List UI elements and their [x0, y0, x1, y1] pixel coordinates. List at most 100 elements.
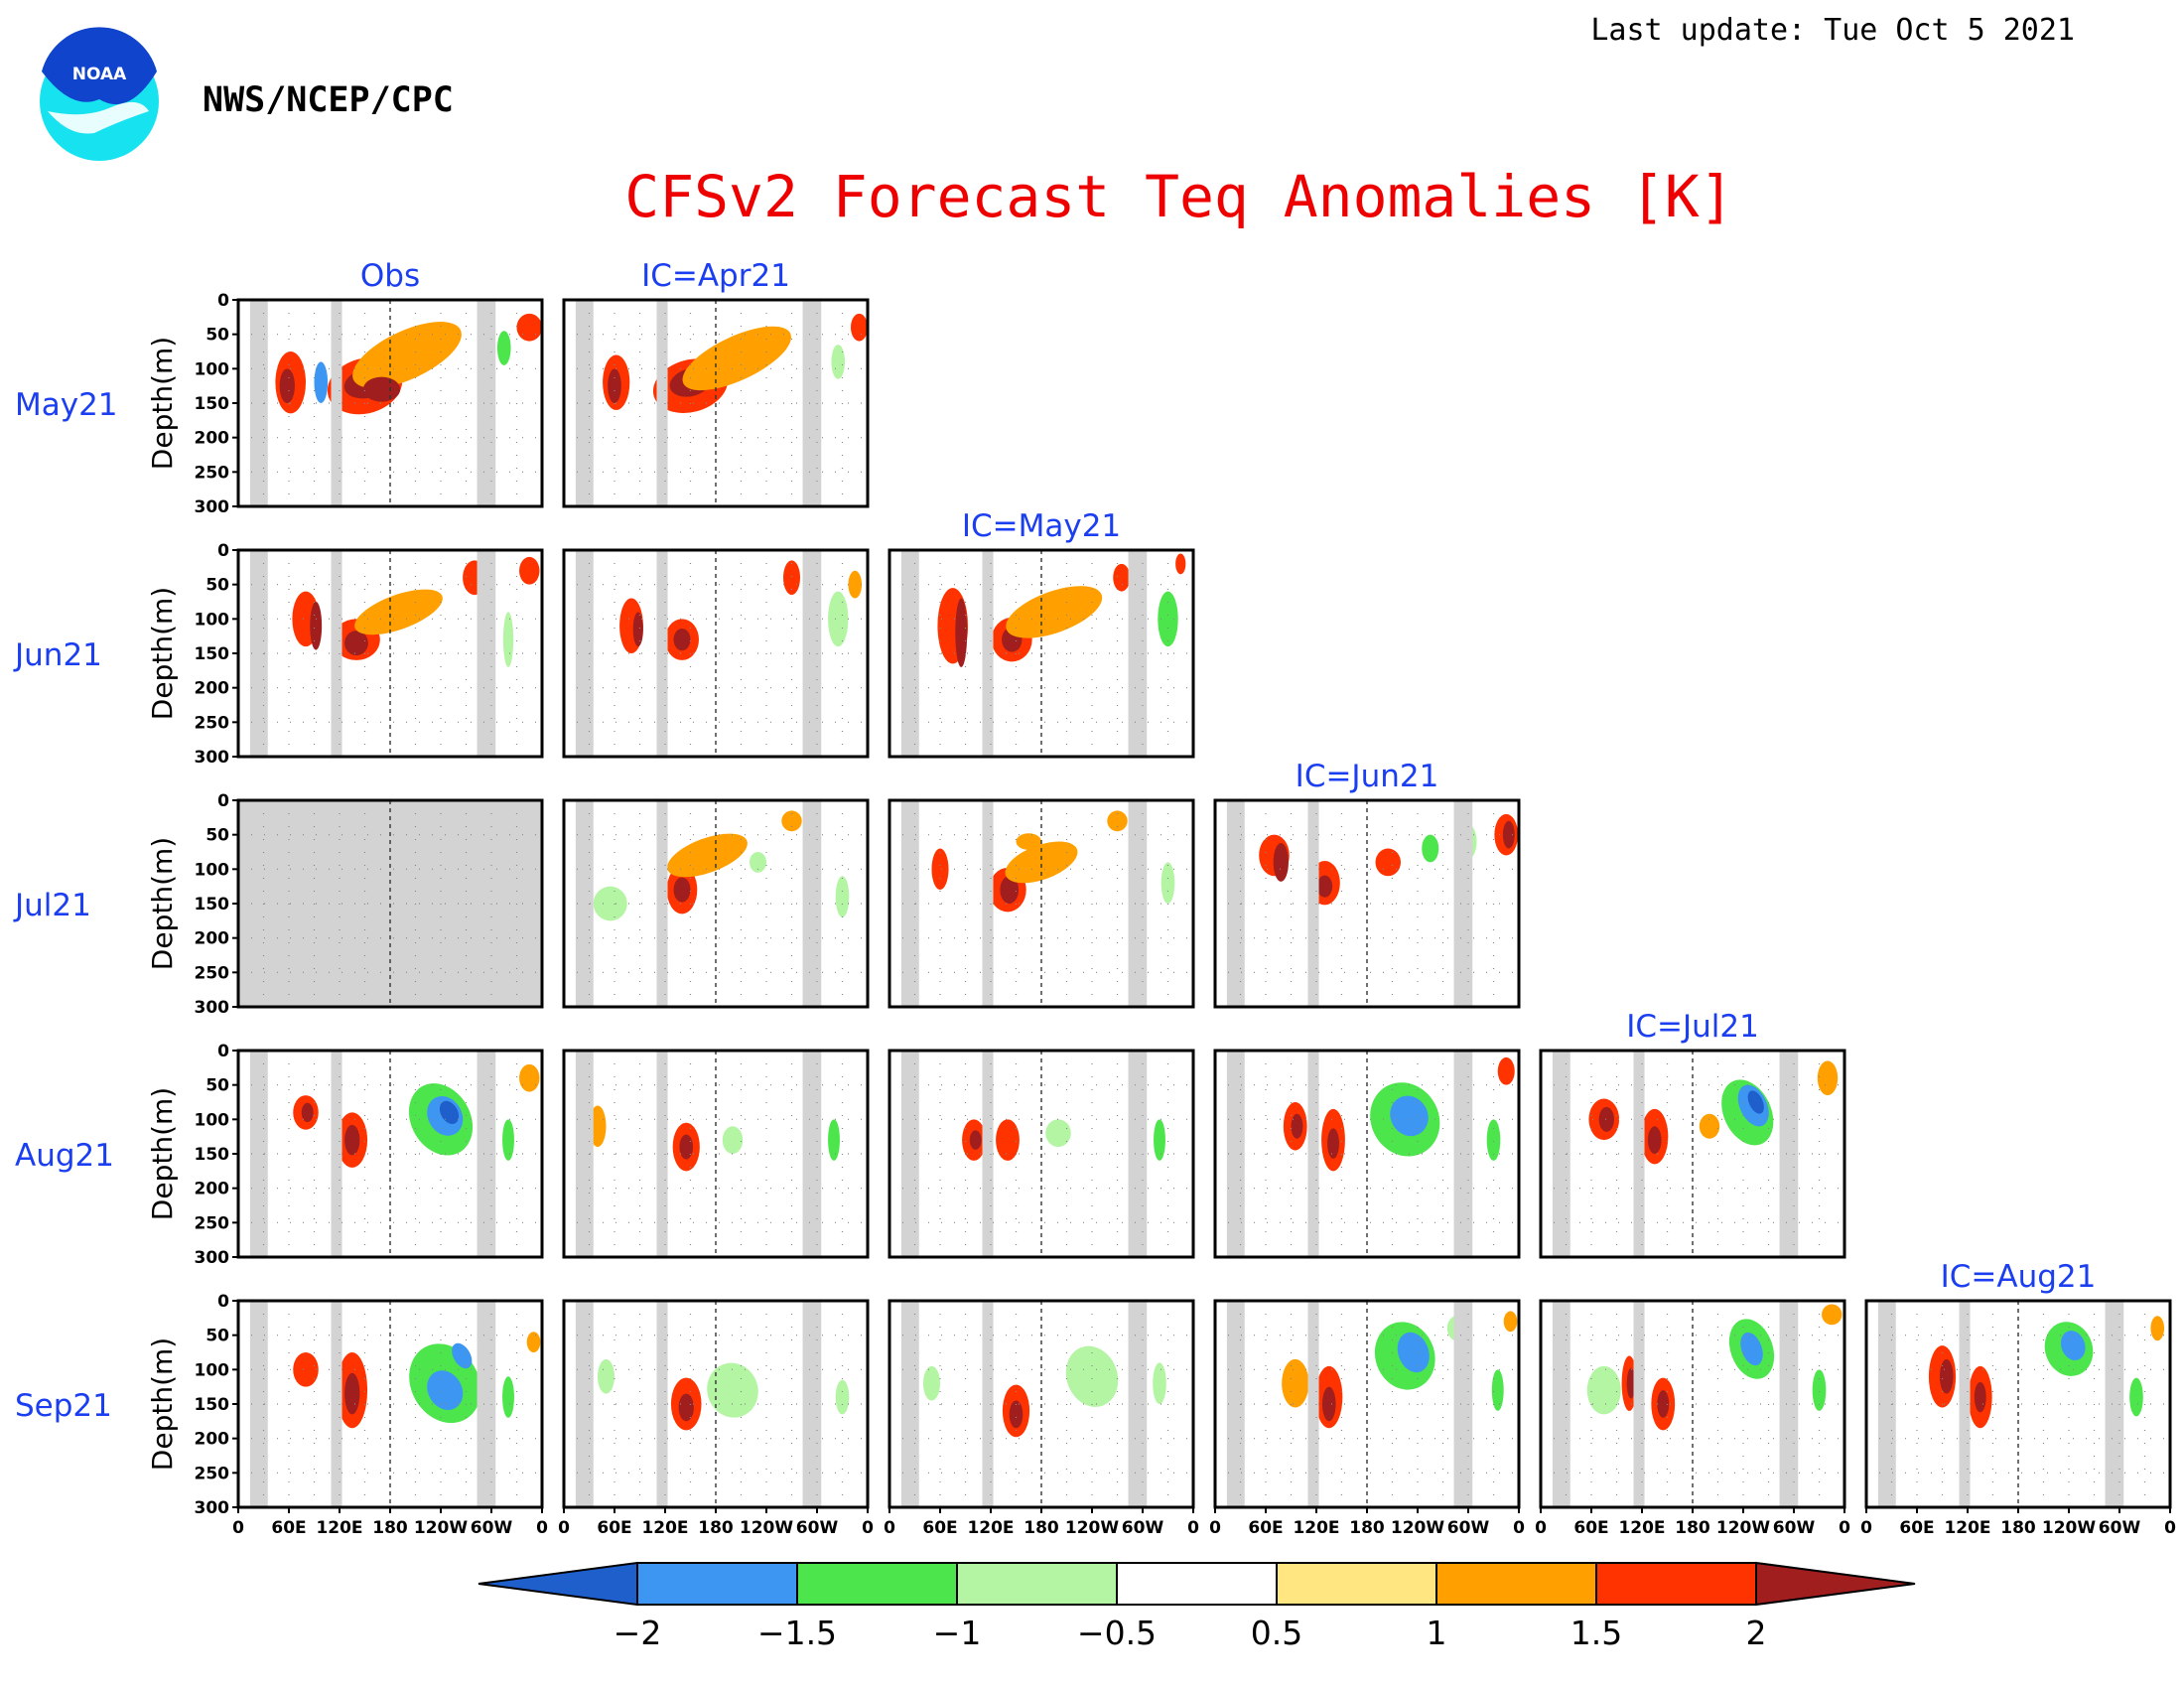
x-tick-label: 120E	[641, 1518, 688, 1538]
panel: 0 50 100 150 200 250 300 Obs	[195, 258, 544, 517]
y-tick-label: 100	[195, 1110, 230, 1130]
panel: 0 60E 120E 180 120W 60W 0	[1535, 1299, 1850, 1538]
anomaly-contour	[1747, 1090, 1764, 1114]
column-title: IC=Jul21	[1626, 1009, 1759, 1045]
panel-frame	[1213, 1049, 1521, 1259]
column-title: IC=May21	[962, 508, 1121, 544]
x-tick-label: 0	[536, 1518, 548, 1538]
anomaly-contour	[835, 876, 850, 917]
anomaly-contour	[352, 322, 462, 388]
anomaly-contour	[1598, 1106, 1614, 1132]
land-mask	[982, 800, 994, 1007]
anomaly-contour	[1327, 1128, 1339, 1159]
row-label: Sep21	[15, 1388, 112, 1424]
colorbar-label: 2	[1746, 1614, 1767, 1652]
anomaly-contour	[516, 313, 542, 342]
anomaly-contour	[1502, 820, 1515, 849]
land-mask	[575, 1301, 594, 1507]
y-tick-label: 50	[205, 326, 229, 346]
panel: IC=Jul21	[1539, 1009, 1846, 1259]
anomaly-contour	[1005, 841, 1078, 884]
anomaly-contour	[1740, 1332, 1763, 1366]
anomaly-contour	[828, 1119, 840, 1161]
anomaly-contour	[1497, 1056, 1515, 1085]
y-tick-label: 300	[195, 497, 230, 517]
colorbar: −2 −1.5 −1 −0.5 0.5 1 1.5 2	[478, 1561, 1916, 1652]
land-mask	[656, 1051, 668, 1257]
anomaly-contour	[828, 591, 849, 647]
colorbar-label: −1.5	[757, 1614, 837, 1652]
anomaly-contour	[667, 833, 748, 878]
column-title: IC=Jun21	[1296, 759, 1439, 794]
noaa-logo: NOAA	[40, 27, 159, 161]
row-label: Jun21	[13, 637, 102, 673]
y-axis-label: Depth(m)	[146, 587, 179, 720]
colorbar-swatch	[956, 1562, 1118, 1606]
x-tick-label: 120W	[740, 1518, 793, 1538]
y-tick-label: 300	[195, 998, 230, 1018]
x-tick-label: 0	[558, 1518, 570, 1538]
y-tick-label: 0	[217, 1042, 229, 1061]
panel-frame	[1539, 1049, 1846, 1259]
y-tick-label: 200	[195, 679, 230, 699]
land-mask	[802, 1051, 822, 1257]
x-tick-label: 0	[1839, 1518, 1850, 1538]
panel-grid: May21 Depth(m) 0 50 100 150 200 250 300 Obs IC=Apr…	[13, 258, 2176, 1538]
land-mask	[1128, 1301, 1148, 1507]
y-tick-label: 250	[195, 713, 230, 733]
anomaly-contour	[1154, 1119, 1165, 1161]
anomaly-contour	[1321, 1386, 1336, 1422]
anomaly-contour	[1375, 848, 1401, 877]
land-mask	[1779, 1051, 1799, 1257]
y-tick-label: 150	[195, 1395, 230, 1415]
y-tick-label: 250	[195, 1464, 230, 1483]
x-tick-label: 60W	[1122, 1518, 1164, 1538]
panel	[562, 1049, 870, 1259]
anomaly-contour	[598, 1358, 614, 1394]
panel: 0 60E 120E 180 120W 60W 0	[1209, 1299, 1525, 1538]
anomaly-contour	[279, 368, 295, 403]
x-tick-label: 180	[372, 1518, 408, 1538]
panel: IC=May21	[887, 508, 1195, 759]
land-mask	[331, 1301, 342, 1507]
land-mask	[982, 550, 994, 757]
panel: 0 60E 120E 180 120W 60W 0 IC=Aug21	[1860, 1259, 2176, 1538]
anomaly-contour	[2129, 1377, 2143, 1417]
land-mask	[1307, 1051, 1319, 1257]
colorbar-swatch	[636, 1562, 798, 1606]
agency-label: NWS/NCEP/CPC	[203, 80, 454, 120]
anomaly-contour	[301, 1102, 314, 1123]
panel-frame	[887, 798, 1195, 1009]
anomaly-contour	[969, 1130, 982, 1150]
land-mask	[331, 550, 342, 757]
x-tick-label: 120W	[2042, 1518, 2096, 1538]
panel: 0 60E 120E 180 120W 60W 0 0 50 100 150 200 250 300	[195, 1292, 549, 1538]
anomaly-contour	[1273, 842, 1289, 882]
land-mask	[249, 300, 268, 506]
anomaly-contour	[502, 612, 514, 667]
anomaly-contour	[1158, 591, 1178, 647]
colorbar-swatch	[796, 1562, 958, 1606]
land-mask	[249, 550, 268, 757]
panel: 0 50 100 150 200 250 300	[195, 1042, 544, 1268]
anomaly-contour	[1153, 1362, 1166, 1404]
panel	[887, 1049, 1195, 1259]
land-mask	[477, 1301, 496, 1507]
anomaly-contour	[750, 852, 766, 873]
panel: 0 60E 120E 180 120W 60W 0	[558, 1299, 874, 1538]
y-tick-label: 150	[195, 644, 230, 664]
anomaly-contour	[1812, 1369, 1827, 1411]
x-tick-label: 60W	[1447, 1518, 1490, 1538]
x-tick-label: 60E	[922, 1518, 957, 1538]
anomaly-contour	[1175, 553, 1186, 575]
x-tick-label: 120E	[1944, 1518, 1990, 1538]
panel-frame	[562, 548, 870, 759]
x-tick-label: 60W	[796, 1518, 839, 1538]
y-tick-label: 100	[195, 1360, 230, 1380]
land-mask	[982, 1051, 994, 1257]
land-mask	[900, 800, 919, 1007]
x-tick-label: 60E	[1573, 1518, 1608, 1538]
colorbar-label: −0.5	[1077, 1614, 1157, 1652]
anomaly-contour	[496, 331, 511, 365]
anomaly-contour	[2060, 1331, 2086, 1360]
